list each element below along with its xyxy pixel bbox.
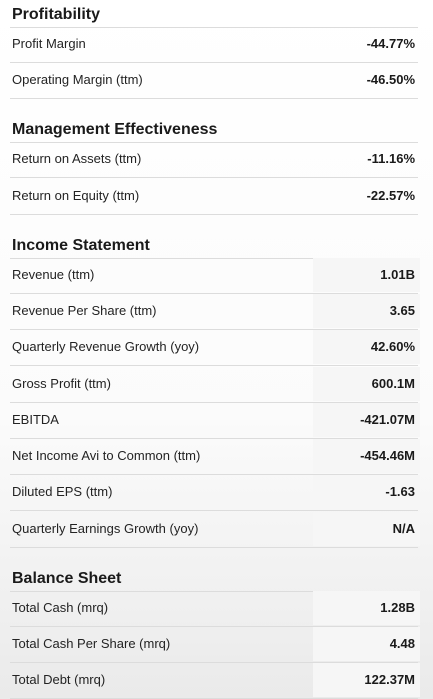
value-cell (313, 257, 420, 292)
separator (10, 546, 418, 548)
value-cell (313, 330, 420, 365)
separator (10, 437, 418, 439)
row-value: 600.1M (371, 375, 415, 391)
row-label: Total Debt (mrq) (12, 672, 106, 688)
row-label: Diluted EPS (ttm) (12, 484, 113, 500)
row-label: EBITDA (12, 411, 59, 427)
row-value: N/A (392, 520, 415, 536)
row-label: Revenue Per Share (ttm) (12, 302, 157, 318)
separator (10, 474, 418, 476)
value-cell (313, 475, 420, 510)
row-value: -22.57% (366, 187, 415, 203)
value-cell (313, 511, 420, 546)
row-value: -44.77% (366, 36, 415, 51)
separator (10, 213, 418, 215)
row-value: -421.07M (360, 411, 415, 427)
row-label: Profit Margin (12, 36, 86, 51)
row-label: Quarterly Earnings Growth (yoy) (12, 520, 199, 536)
row-value: -46.50% (366, 72, 415, 88)
row-label: Revenue (ttm) (12, 266, 95, 282)
separator (10, 625, 418, 627)
separator (10, 62, 418, 63)
separator (10, 590, 418, 592)
row-value: 1.28B (380, 599, 415, 615)
row-label: Return on Assets (ttm) (12, 151, 142, 167)
row-value: -454.46M (360, 448, 415, 464)
section-title: Profitability (12, 6, 101, 23)
separator (10, 177, 418, 179)
separator (10, 142, 418, 144)
row-value: -11.16% (367, 151, 415, 167)
separator (10, 401, 418, 403)
row-value: 42.60% (370, 339, 415, 355)
section-title: Income Statement (12, 236, 150, 254)
value-cell (313, 627, 420, 661)
row-label: Total Cash (mrq) (12, 599, 109, 615)
section-title: Management Effectiveness (12, 121, 218, 139)
separator (10, 27, 418, 28)
separator (10, 292, 418, 294)
value-cell (313, 663, 420, 698)
separator (10, 328, 418, 330)
value-cell (313, 439, 420, 474)
row-label: Quarterly Revenue Growth (yoy) (12, 339, 200, 355)
row-label: Net Income Avi to Common (ttm) (12, 448, 201, 464)
row-label: Return on Equity (ttm) (12, 187, 140, 203)
value-cell (313, 402, 420, 437)
row-label: Gross Profit (ttm) (12, 375, 111, 391)
value-cell (313, 366, 420, 401)
row-value: 4.48 (389, 636, 415, 651)
separator (10, 365, 418, 367)
row-value: 1.01B (380, 266, 415, 282)
row-label: Operating Margin (ttm) (12, 72, 143, 88)
section-title: Balance Sheet (12, 569, 122, 587)
row-value: -1.63 (385, 484, 415, 500)
separator (10, 510, 418, 512)
value-cell (313, 293, 420, 328)
row-value: 122.37M (364, 672, 415, 688)
separator (10, 98, 418, 100)
separator (10, 662, 418, 663)
row-value: 3.65 (389, 302, 415, 318)
separator (10, 257, 418, 259)
value-cell (313, 590, 420, 625)
row-label: Total Cash Per Share (mrq) (12, 636, 171, 651)
